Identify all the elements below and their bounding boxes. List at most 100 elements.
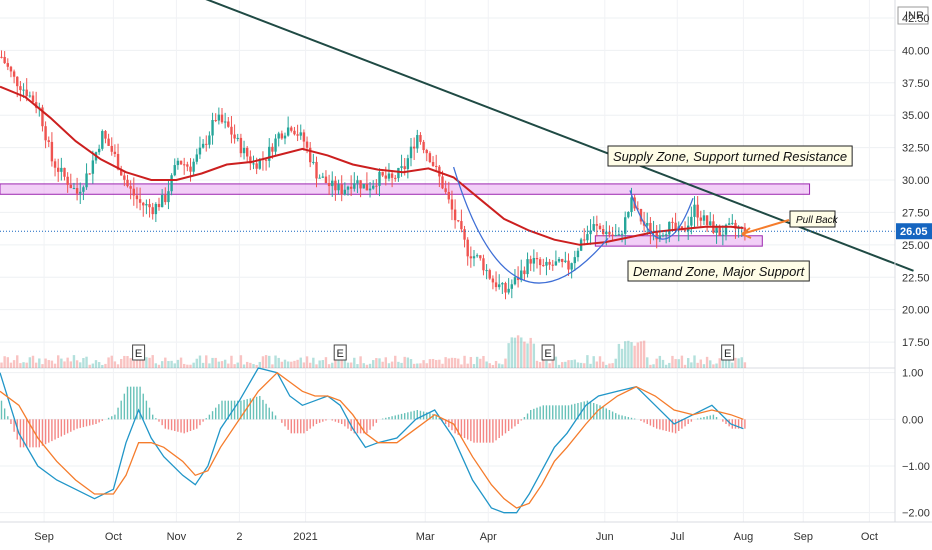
macd-y-tick-label: −2.00 xyxy=(902,508,930,520)
macd-histogram-bar xyxy=(293,419,296,434)
macd-histogram-bar xyxy=(215,407,217,420)
candle-body xyxy=(353,183,356,189)
currency-label: INR xyxy=(905,10,924,22)
candle-body xyxy=(148,204,151,208)
candle-body xyxy=(453,209,457,221)
candle-body xyxy=(472,256,476,259)
macd-histogram-bar xyxy=(624,416,626,420)
volume-bar xyxy=(189,364,192,368)
macd-pane[interactable] xyxy=(0,367,746,514)
volume-bar xyxy=(16,355,19,368)
earnings-badge-box xyxy=(541,344,555,361)
macd-histogram-bar xyxy=(485,419,488,443)
candle-body xyxy=(469,256,473,259)
demand-zone-label-box xyxy=(627,260,810,282)
volume-bar xyxy=(277,357,280,368)
volume-bar xyxy=(475,356,479,368)
macd-histogram-bar xyxy=(170,419,173,431)
volume-bar xyxy=(529,337,532,368)
macd-histogram-bar xyxy=(208,414,211,420)
macd-histogram-bar xyxy=(391,416,393,420)
macd-histogram-bar xyxy=(489,419,491,443)
candle-body xyxy=(296,134,299,136)
candle-body xyxy=(365,183,369,191)
macd-histogram-bar xyxy=(95,419,97,424)
candle-body xyxy=(189,166,192,172)
macd-histogram-bar xyxy=(696,418,699,420)
candle-body xyxy=(668,221,671,235)
macd-histogram-bar xyxy=(448,419,450,428)
macd-histogram-bar xyxy=(684,419,686,427)
volume-bar xyxy=(655,358,658,368)
volume-bar xyxy=(123,355,126,368)
macd-histogram-bar xyxy=(438,417,441,420)
candles-layer[interactable] xyxy=(0,50,747,300)
macd-histogram-bar xyxy=(196,419,198,429)
macd-histogram-bar xyxy=(555,405,557,420)
volume-bar xyxy=(658,355,662,368)
volume-bar xyxy=(507,343,510,368)
supply-zone-label: Supply Zone, Support turned Resistance xyxy=(607,145,853,167)
volume-bar xyxy=(104,363,107,368)
volume-bar xyxy=(498,363,501,368)
volume-bar xyxy=(249,362,252,368)
candle-body xyxy=(290,127,293,131)
macd-histogram-bar xyxy=(180,419,182,433)
candle-body xyxy=(220,114,224,123)
candle-body xyxy=(208,135,211,145)
macd-histogram-bar xyxy=(287,419,289,430)
candle-body xyxy=(646,222,649,226)
volume-bar xyxy=(435,359,438,368)
candle-body xyxy=(617,234,621,236)
candle-body xyxy=(485,270,488,272)
candle-body xyxy=(16,76,19,87)
macd-histogram-bar xyxy=(703,417,705,420)
volume-bar xyxy=(447,358,450,368)
volume-bar xyxy=(598,356,602,368)
candle-body xyxy=(400,166,403,168)
candle-body xyxy=(359,180,362,189)
volume-bar xyxy=(160,361,164,368)
volume-bar xyxy=(53,363,57,368)
macd-histogram-bar xyxy=(303,419,305,434)
candle-body xyxy=(557,259,561,262)
macd-histogram-bar xyxy=(51,419,53,442)
candle-body xyxy=(545,261,548,266)
macd-histogram-bar xyxy=(668,419,670,432)
candle-body xyxy=(397,167,400,179)
x-tick-label: Jul xyxy=(670,531,684,543)
macd-histogram-bar xyxy=(306,419,308,431)
volume-bar xyxy=(242,364,246,368)
macd-histogram-bar xyxy=(92,419,94,425)
volume-bar xyxy=(375,358,378,368)
candle-body xyxy=(554,261,558,266)
volume-bar xyxy=(661,359,665,368)
candle-body xyxy=(252,163,255,165)
candle-body xyxy=(435,165,438,167)
macd-histogram-bar xyxy=(435,414,437,420)
macd-histogram-bar xyxy=(517,419,519,424)
candle-body xyxy=(69,184,72,189)
candle-body xyxy=(343,189,347,195)
volume-bar xyxy=(551,355,554,368)
macd-y-tick-label: 1.00 xyxy=(902,368,923,380)
pullback-arrow xyxy=(741,219,790,235)
volume-bar xyxy=(624,341,627,368)
volume-bar xyxy=(186,364,189,368)
macd-histogram-bar xyxy=(463,419,466,438)
y-tick-label: 30.00 xyxy=(902,175,930,187)
macd-histogram-bar xyxy=(148,407,151,420)
macd-histogram-bar xyxy=(199,419,201,426)
macd-histogram-bar xyxy=(501,419,504,436)
candle-body xyxy=(428,153,432,163)
volume-bar xyxy=(331,362,334,368)
macd-histogram-bar xyxy=(520,419,522,421)
volume-bar xyxy=(608,363,611,368)
volume-bar xyxy=(520,337,523,368)
candle-body xyxy=(375,185,378,187)
volume-bar xyxy=(142,359,145,368)
earnings-marker: E xyxy=(132,344,146,361)
volume-bar xyxy=(271,364,274,368)
